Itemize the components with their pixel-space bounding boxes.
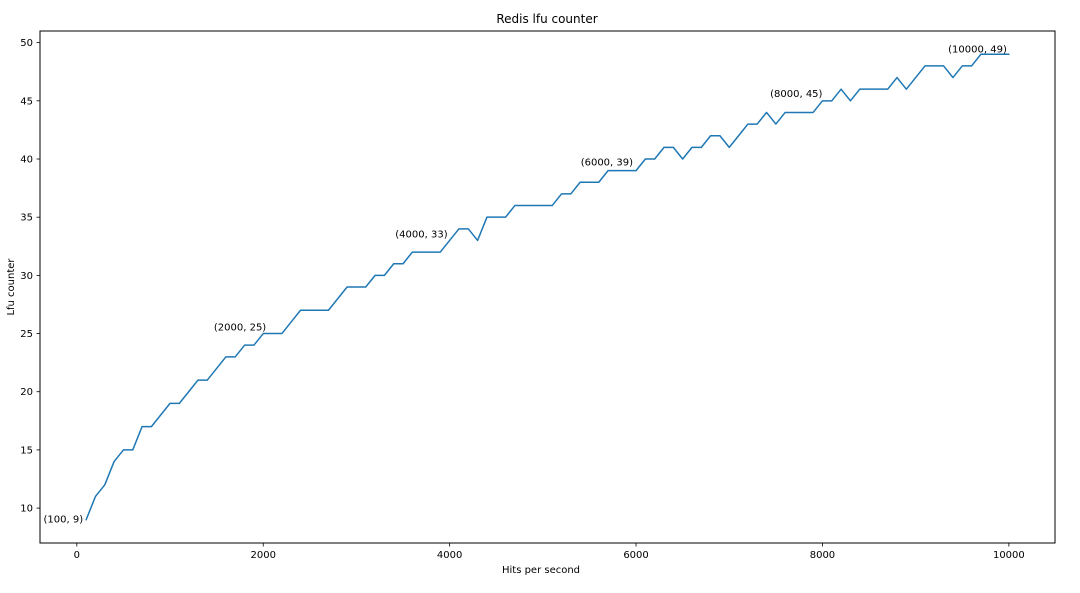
x-tick-label: 2000: [250, 550, 275, 561]
y-tick-label: 40: [20, 155, 33, 166]
y-tick-label: 45: [20, 96, 33, 107]
chart-title: Redis lfu counter: [496, 12, 597, 26]
x-tick-label: 10000: [993, 550, 1025, 561]
x-tick-label: 8000: [810, 550, 835, 561]
lfu-counter-series: [85, 53, 1010, 521]
y-tick-label: 50: [20, 38, 33, 49]
x-axis-ticks: 0 2000 4000 6000 8000 10000: [74, 543, 1025, 561]
annotation-label: (10000, 49): [948, 44, 1007, 55]
x-tick-label: 6000: [623, 550, 648, 561]
annotation-label: (6000, 39): [581, 158, 633, 169]
annotation-label: (8000, 45): [770, 89, 822, 100]
y-axis-label: Lfu counter: [6, 258, 17, 316]
plot-border: [39, 30, 1056, 544]
x-tick-label: 0: [74, 550, 80, 561]
annotation-label: (100, 9): [44, 515, 84, 526]
y-tick-label: 15: [20, 445, 33, 456]
y-axis-ticks: 10 15 20 25 30 35 40 45 50: [20, 38, 40, 515]
y-tick-label: 20: [20, 387, 33, 398]
lfu-counter-line: [85, 53, 1010, 521]
y-tick-label: 10: [20, 504, 33, 515]
annotation-label: (4000, 33): [395, 229, 447, 240]
y-tick-label: 25: [20, 329, 33, 340]
x-tick-label: 4000: [437, 550, 462, 561]
plot-spines: [39, 30, 1056, 544]
annotation-label: (2000, 25): [214, 323, 266, 334]
y-tick-label: 30: [20, 271, 33, 282]
point-annotations: (100, 9) (2000, 25) (4000, 33) (6000, 39) (8…: [44, 44, 1007, 525]
y-tick-label: 35: [20, 213, 33, 224]
x-axis-label: Hits per second: [502, 565, 580, 576]
